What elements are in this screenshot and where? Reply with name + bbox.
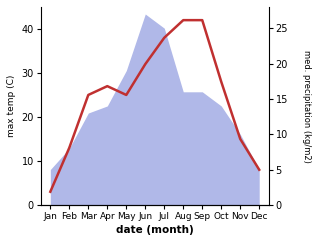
Y-axis label: med. precipitation (kg/m2): med. precipitation (kg/m2) (302, 50, 311, 162)
Y-axis label: max temp (C): max temp (C) (7, 75, 16, 137)
X-axis label: date (month): date (month) (116, 225, 194, 235)
